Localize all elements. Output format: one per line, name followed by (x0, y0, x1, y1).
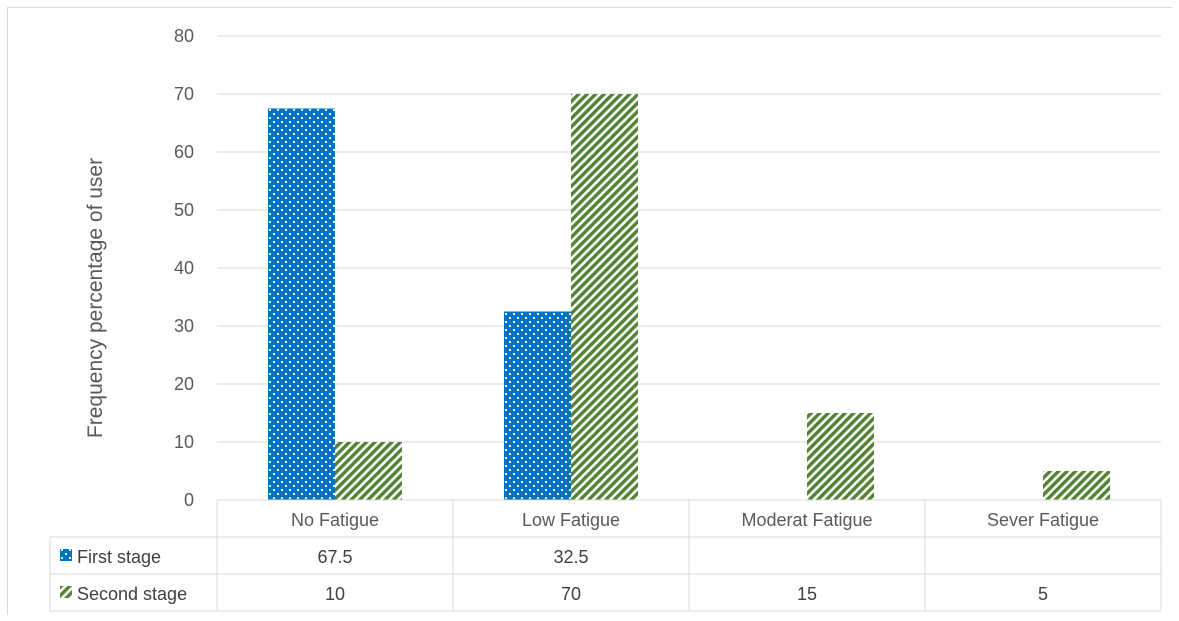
y-axis-title: Frequency percentage of user (84, 158, 107, 438)
y-tick-label: 30 (174, 316, 194, 336)
grid-lines (217, 35, 1161, 443)
x-category-label: Low Fatigue (522, 510, 620, 530)
y-tick-label: 0 (184, 490, 194, 510)
bar-second-stage (807, 413, 874, 500)
y-tick-label: 20 (174, 374, 194, 394)
legend-series-name: First stage (77, 547, 161, 567)
x-category-label: Moderat Fatigue (741, 510, 872, 530)
data-label: 70 (561, 584, 581, 604)
bar-second-stage (571, 94, 638, 500)
chart-frame (7, 7, 1172, 615)
data-label: 15 (797, 584, 817, 604)
y-tick-label: 40 (174, 258, 194, 278)
y-tick-label: 80 (174, 26, 194, 46)
y-axis-ticks: 0 10 20 30 40 50 60 70 80 (174, 26, 194, 510)
bar-second-stage (1043, 471, 1110, 500)
legend-key-second-stage (60, 586, 72, 598)
data-label: 5 (1038, 584, 1048, 604)
legend-key-first-stage (60, 549, 72, 561)
bar-first-stage (268, 108, 335, 500)
data-table: No Fatigue Low Fatigue Moderat Fatigue Seve… (49, 499, 1162, 612)
y-tick-label: 10 (174, 432, 194, 452)
y-tick-label: 60 (174, 142, 194, 162)
data-label: 32.5 (553, 547, 588, 567)
legend-series-name: Second stage (77, 584, 187, 604)
bars (268, 94, 1110, 500)
y-tick-label: 70 (174, 84, 194, 104)
y-tick-label: 50 (174, 200, 194, 220)
x-category-label: Sever Fatigue (987, 510, 1099, 530)
bar-second-stage (335, 442, 402, 500)
data-label: 67.5 (317, 547, 352, 567)
data-label: 10 (325, 584, 345, 604)
x-category-label: No Fatigue (291, 510, 379, 530)
bar-first-stage (504, 311, 571, 500)
